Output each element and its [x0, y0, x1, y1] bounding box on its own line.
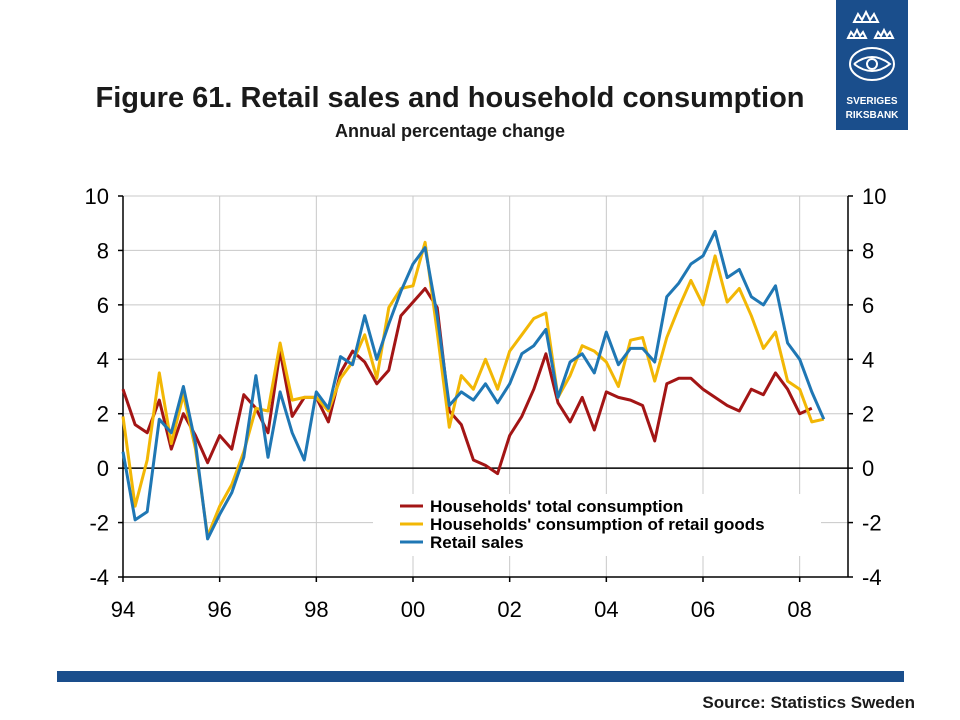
y-tick-label-right: 0 — [862, 456, 874, 481]
logo-line1: SVERIGES — [846, 96, 898, 107]
y-tick-label-left: 6 — [97, 293, 109, 318]
logo-line2: RIKSBANK — [845, 110, 899, 121]
legend-label-3: Retail sales — [430, 533, 524, 552]
y-tick-label-left: 4 — [97, 347, 109, 372]
y-tick-label-left: 10 — [85, 184, 109, 209]
y-tick-label-right: 8 — [862, 238, 874, 263]
x-tick-label: 02 — [497, 597, 521, 622]
x-tick-label: 96 — [207, 597, 231, 622]
x-tick-label: 08 — [787, 597, 811, 622]
x-tick-label: 00 — [401, 597, 425, 622]
y-tick-label-left: -2 — [89, 511, 109, 536]
crowns-emblem-icon — [846, 9, 895, 81]
source-note: Source: Statistics Sweden — [702, 693, 915, 712]
riksbank-logo: SVERIGES RIKSBANK — [836, 0, 908, 130]
y-tick-label-left: 8 — [97, 238, 109, 263]
y-tick-label-right: -2 — [862, 511, 882, 536]
series-line-2 — [121, 240, 825, 538]
chart-title: Figure 61. Retail sales and household co… — [95, 82, 805, 114]
x-tick-label: 06 — [691, 597, 715, 622]
line-chart: 10 108 86 64 42 20 0-2 -2-4 -494 96 98 00 02 04 06 08Ho… — [85, 184, 887, 622]
series-line-3 — [121, 229, 826, 541]
legend-label-1: Households' total consumption — [430, 497, 683, 516]
bottom-divider-bar — [57, 671, 904, 682]
y-tick-label-right: 10 — [862, 184, 886, 209]
y-tick-label-left: -4 — [89, 565, 109, 590]
y-tick-label-left: 0 — [97, 456, 109, 481]
y-tick-label-right: 6 — [862, 293, 874, 318]
y-tick-label-right: 4 — [862, 347, 874, 372]
chart-subtitle: Annual percentage change — [334, 121, 566, 141]
y-tick-label-right: -4 — [862, 565, 882, 590]
series-line-1 — [121, 287, 813, 476]
x-tick-label: 94 — [111, 597, 135, 622]
y-tick-label-right: 2 — [862, 402, 874, 427]
x-tick-label: 04 — [594, 597, 618, 622]
y-tick-label-left: 2 — [97, 402, 109, 427]
legend-box — [373, 494, 821, 556]
legend-label-2: Households' consumption of retail goods — [430, 515, 765, 534]
x-tick-label: 98 — [304, 597, 328, 622]
